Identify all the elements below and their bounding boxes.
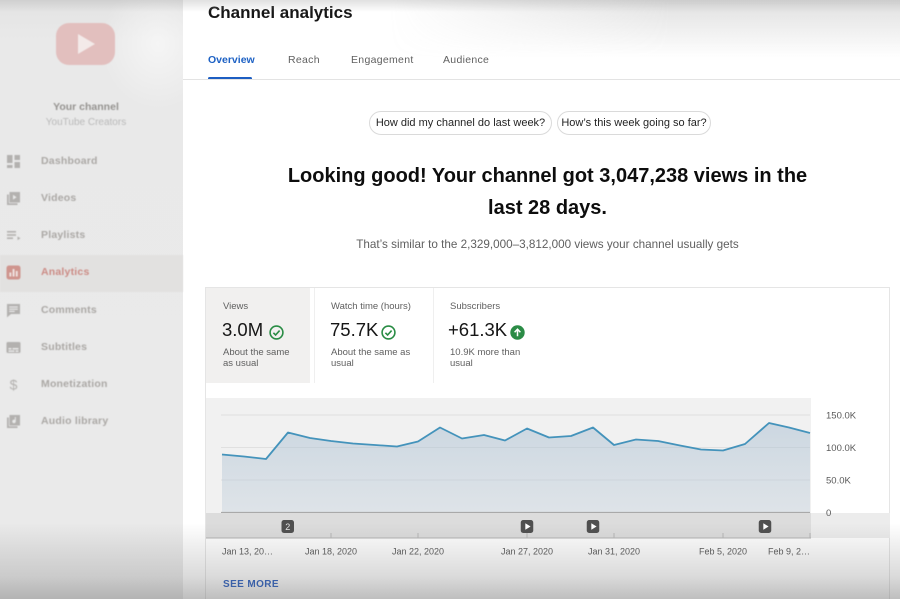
svg-text:0: 0 [826, 508, 831, 519]
svg-text:100.0K: 100.0K [826, 443, 857, 454]
svg-text:2: 2 [285, 522, 290, 532]
svg-text:Jan 18, 2020: Jan 18, 2020 [305, 547, 357, 557]
svg-text:50.0K: 50.0K [826, 476, 851, 487]
svg-text:Jan 13, 20…: Jan 13, 20… [222, 547, 273, 557]
svg-text:$: $ [10, 377, 18, 392]
svg-text:Feb 5, 2020: Feb 5, 2020 [699, 547, 747, 557]
svg-text:Jan 31, 2020: Jan 31, 2020 [588, 547, 640, 557]
svg-text:Jan 22, 2020: Jan 22, 2020 [392, 547, 444, 557]
svg-text:Jan 27, 2020: Jan 27, 2020 [501, 547, 553, 557]
svg-text:Feb 9, 2…: Feb 9, 2… [768, 547, 810, 557]
svg-text:150.0K: 150.0K [826, 411, 857, 422]
